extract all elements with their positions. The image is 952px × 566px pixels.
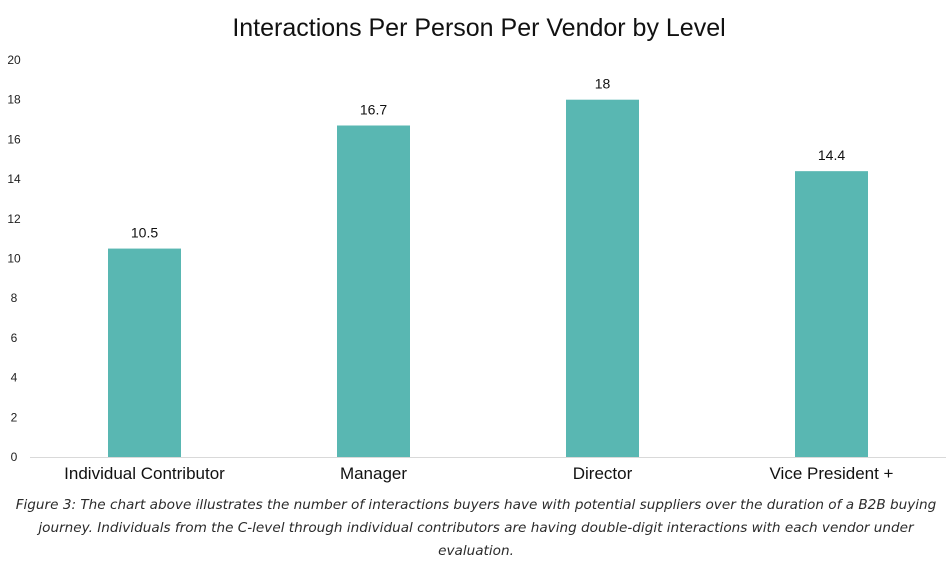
figure-caption: Figure 3: The chart above illustrates th… [15, 497, 937, 559]
x-tick-label: Individual Contributor [64, 464, 225, 483]
y-tick-label: 20 [7, 53, 21, 67]
y-tick-label: 2 [11, 410, 18, 424]
data-label: 16.7 [360, 102, 387, 118]
bars [108, 99, 868, 457]
chart-title: Interactions Per Person Per Vendor by Le… [232, 14, 725, 42]
x-axis: Individual Contributor Manager Director Vic… [30, 457, 946, 483]
bar [108, 248, 181, 457]
bar [337, 125, 410, 457]
y-tick-label: 6 [11, 331, 18, 345]
bar [566, 99, 639, 457]
bar [795, 171, 868, 457]
bar-chart: Interactions Per Person Per Vendor by Le… [7, 14, 946, 483]
data-label: 14.4 [818, 147, 845, 163]
y-tick-label: 16 [7, 132, 21, 146]
y-tick-label: 4 [11, 371, 18, 385]
y-tick-label: 10 [7, 252, 21, 266]
y-axis: 0 2 4 6 8 10 12 14 16 18 20 [7, 53, 21, 464]
y-tick-label: 0 [11, 450, 18, 464]
data-label: 18 [595, 76, 611, 92]
y-tick-label: 14 [7, 172, 21, 186]
data-label: 10.5 [131, 225, 158, 241]
x-tick-label: Vice President + [770, 464, 894, 483]
y-tick-label: 12 [7, 212, 21, 226]
y-tick-label: 18 [7, 93, 21, 107]
y-tick-label: 8 [11, 291, 18, 305]
x-tick-label: Manager [340, 464, 407, 483]
data-labels: 10.5 16.7 18 14.4 [131, 76, 845, 241]
x-tick-label: Director [573, 464, 633, 483]
